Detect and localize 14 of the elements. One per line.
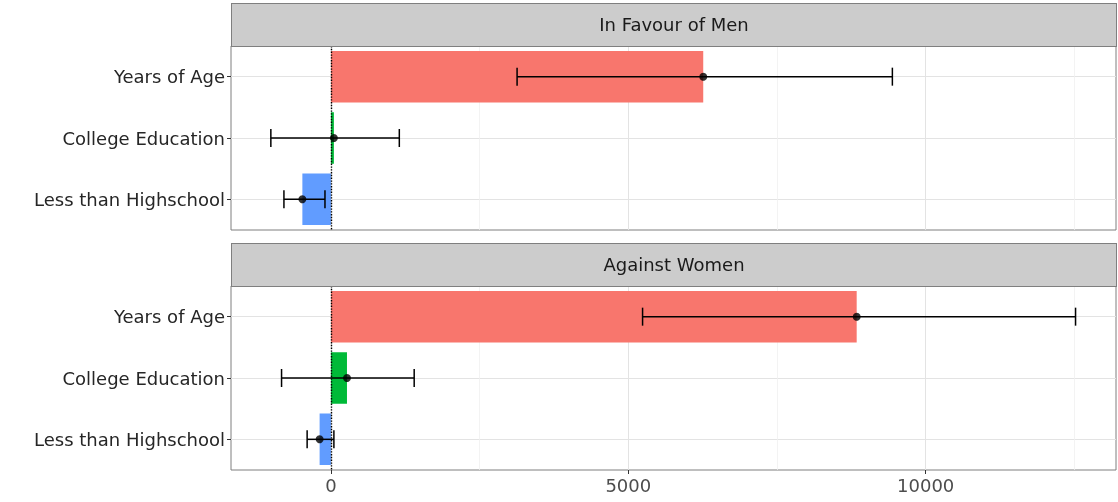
y-tick-label: Less than Highschool: [34, 428, 225, 450]
x-tick-label: 5000: [605, 474, 652, 496]
bar: [319, 413, 331, 466]
x-tick-label: 0: [325, 474, 337, 496]
y-tick-label: College Education: [62, 127, 225, 149]
bar: [330, 290, 857, 343]
y-tick-label: Years of Age: [112, 306, 225, 328]
y-tick-label: Years of Age: [112, 66, 225, 88]
bar: [330, 352, 347, 404]
x-tick-label: 10000: [897, 474, 955, 496]
chart-title: In Favour of Men: [231, 3, 1117, 47]
y-tick-label: College Education: [62, 367, 225, 389]
chart-title: Against Women: [231, 243, 1117, 287]
y-tick-label: Less than Highschool: [34, 188, 225, 210]
